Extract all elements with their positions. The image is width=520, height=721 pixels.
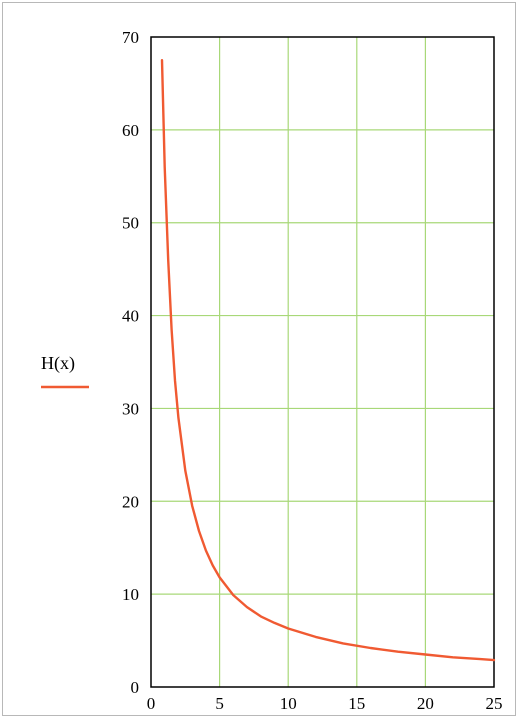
tick-labels: 0 5 10 15 20 25 0 10 20 30 40 50 60 70: [122, 28, 503, 713]
series-layer: [160, 59, 496, 662]
y-tick-label: 30: [122, 399, 139, 418]
chart-svg: 0 5 10 15 20 25 0 10 20 30 40 50 60 70 H(x): [41, 28, 503, 713]
y-tick-label: 50: [122, 214, 139, 233]
x-tick-label: 5: [215, 694, 224, 713]
legend-label: H(x): [41, 353, 75, 374]
x-tick-label: 25: [486, 694, 503, 713]
x-tick-label: 10: [280, 694, 297, 713]
plot-area-border: [150, 36, 495, 688]
y-tick-label: 10: [122, 585, 139, 604]
x-tick-label: 20: [417, 694, 434, 713]
y-tick-label: 70: [122, 28, 139, 47]
chart-frame: 0 5 10 15 20 25 0 10 20 30 40 50 60 70 H(x): [2, 2, 516, 716]
y-tick-label: 0: [131, 678, 140, 697]
x-tick-label: 15: [348, 694, 365, 713]
series-line-hx: [160, 59, 496, 662]
legend: H(x): [41, 353, 89, 389]
y-tick-label: 40: [122, 307, 139, 326]
grid: [151, 37, 494, 687]
x-tick-label: 0: [147, 694, 156, 713]
y-tick-label: 60: [122, 121, 139, 140]
y-tick-label: 20: [122, 492, 139, 511]
